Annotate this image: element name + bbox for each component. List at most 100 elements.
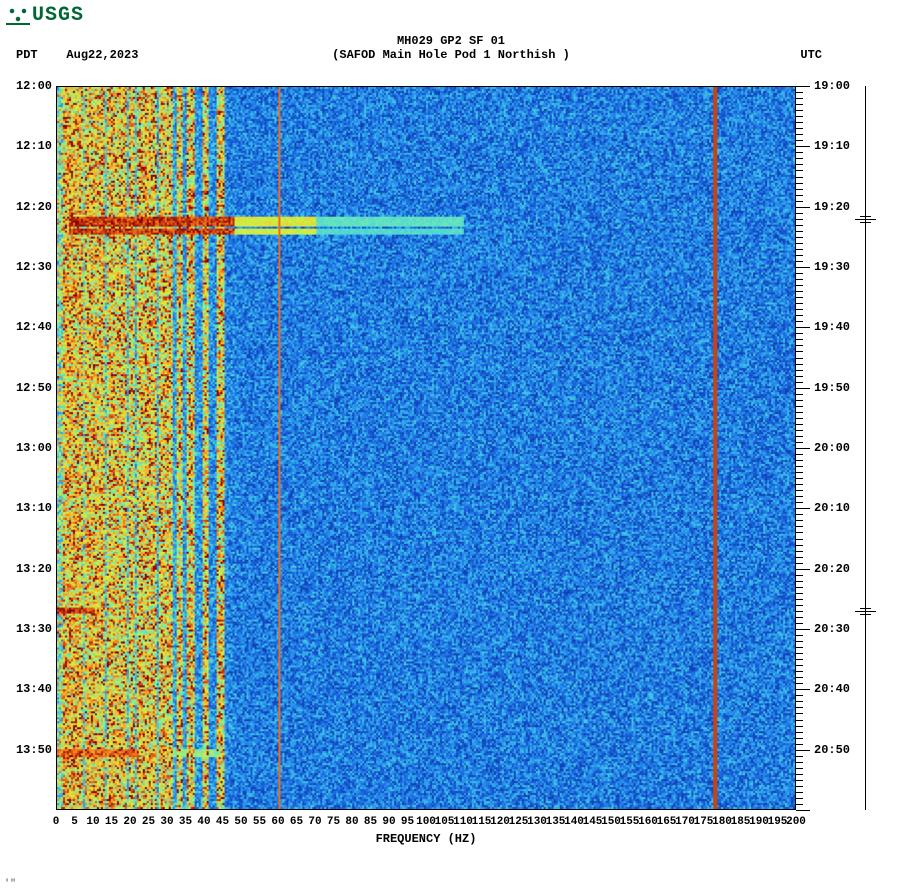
y-right-tick-mark: [796, 177, 803, 178]
y-right-tick-mark: [796, 201, 803, 202]
y-right-tick-mark: [796, 273, 803, 274]
y-right-tick-mark: [796, 376, 803, 377]
y-right-tick-mark: [796, 213, 803, 214]
y-right-tick-mark: [796, 514, 803, 515]
x-tick: 45: [216, 816, 229, 828]
y-right-tick-mark: [796, 128, 803, 129]
y-right-tick-mark: [796, 798, 803, 799]
y-right-tick-mark: [796, 720, 803, 721]
y-right-tick-mark: [796, 732, 803, 733]
y-right-tick-mark: [796, 587, 803, 588]
amp-scale-minor: [860, 608, 871, 609]
x-tick: 145: [583, 816, 603, 828]
y-right-tick-mark: [796, 237, 803, 238]
y-right-tick-mark: [796, 418, 803, 419]
x-tick: 165: [657, 816, 677, 828]
y-right-tick-mark: [796, 333, 803, 334]
y-right-tick-mark: [796, 617, 803, 618]
y-right-tick-mark: [796, 780, 803, 781]
y-right-tick-mark: [796, 774, 803, 775]
x-tick: 80: [345, 816, 358, 828]
y-right-tick-mark: [796, 659, 803, 660]
y-right-tick-mark: [796, 207, 810, 208]
x-tick: 200: [786, 816, 806, 828]
y-axis-left-pdt: 12:0012:1012:2012:3012:4012:5013:0013:10…: [0, 86, 56, 810]
y-right-tick-mark: [796, 86, 810, 87]
y-right-tick-mark: [796, 104, 803, 105]
y-right-tick-mark: [796, 611, 803, 612]
y-right-tick-mark: [796, 358, 803, 359]
y-right-tick-mark: [796, 92, 803, 93]
y-left-tick: 13:50: [16, 743, 52, 757]
x-tick: 10: [86, 816, 99, 828]
y-right-tick-mark: [796, 581, 803, 582]
y-left-tick: 13:30: [16, 622, 52, 636]
y-right-tick-mark: [796, 183, 803, 184]
y-left-tick: 13:10: [16, 501, 52, 515]
y-right-tick-mark: [796, 279, 803, 280]
usgs-logo-text: USGS: [32, 4, 84, 27]
x-tick: 90: [382, 816, 395, 828]
y-left-tick: 12:40: [16, 320, 52, 334]
y-right-tick: 19:40: [814, 320, 850, 334]
y-right-tick-mark: [796, 189, 803, 190]
x-tick: 5: [71, 816, 78, 828]
y-left-tick: 12:20: [16, 200, 52, 214]
y-left-tick: 13:00: [16, 441, 52, 455]
y-right-tick-mark: [796, 339, 803, 340]
x-tick: 105: [435, 816, 455, 828]
y-right-tick-mark: [796, 195, 803, 196]
header-right-tz: UTC: [800, 48, 822, 62]
usgs-wave-icon: [6, 7, 30, 25]
y-left-tick: 12:50: [16, 381, 52, 395]
x-tick: 180: [712, 816, 732, 828]
x-tick: 55: [253, 816, 266, 828]
y-right-tick-mark: [796, 110, 803, 111]
amp-scale-minor: [860, 216, 871, 217]
footer-mark: '": [4, 879, 16, 890]
y-right-tick-mark: [796, 810, 810, 811]
y-left-tick: 13:40: [16, 682, 52, 696]
y-right-tick-mark: [796, 539, 803, 540]
usgs-logo: USGS: [6, 4, 84, 27]
y-right-tick-mark: [796, 267, 810, 268]
plot-title-line1: MH029 GP2 SF 01: [0, 34, 902, 48]
y-right-tick-mark: [796, 641, 803, 642]
amp-scale-minor: [860, 222, 871, 223]
y-right-tick-mark: [796, 683, 803, 684]
y-right-tick-mark: [796, 231, 803, 232]
x-tick: 95: [401, 816, 414, 828]
x-tick: 35: [179, 816, 192, 828]
x-tick: 175: [694, 816, 714, 828]
y-right-tick-mark: [796, 569, 810, 570]
y-right-tick-mark: [796, 98, 803, 99]
y-right-tick-mark: [796, 762, 803, 763]
x-tick: 170: [675, 816, 695, 828]
y-right-tick-mark: [796, 496, 803, 497]
y-right-tick-mark: [796, 593, 803, 594]
x-tick: 50: [234, 816, 247, 828]
y-right-tick-mark: [796, 792, 803, 793]
y-right-tick-mark: [796, 520, 803, 521]
y-right-tick: 20:30: [814, 622, 850, 636]
y-right-tick-mark: [796, 261, 803, 262]
y-right-tick-mark: [796, 412, 803, 413]
y-right-tick-mark: [796, 756, 803, 757]
y-right-tick-mark: [796, 665, 803, 666]
x-tick: 25: [142, 816, 155, 828]
y-right-tick-mark: [796, 315, 803, 316]
x-tick: 115: [472, 816, 492, 828]
y-right-tick-mark: [796, 726, 803, 727]
x-tick: 20: [123, 816, 136, 828]
y-right-tick-mark: [796, 786, 803, 787]
x-tick: 120: [490, 816, 510, 828]
x-tick: 70: [308, 816, 321, 828]
y-right-tick-mark: [796, 532, 803, 533]
y-right-tick-mark: [796, 502, 803, 503]
y-right-tick-mark: [796, 249, 803, 250]
y-right-tick-mark: [796, 291, 803, 292]
y-right-tick-mark: [796, 671, 803, 672]
y-right-tick-mark: [796, 635, 803, 636]
y-right-tick-mark: [796, 713, 803, 714]
y-right-tick-mark: [796, 472, 803, 473]
